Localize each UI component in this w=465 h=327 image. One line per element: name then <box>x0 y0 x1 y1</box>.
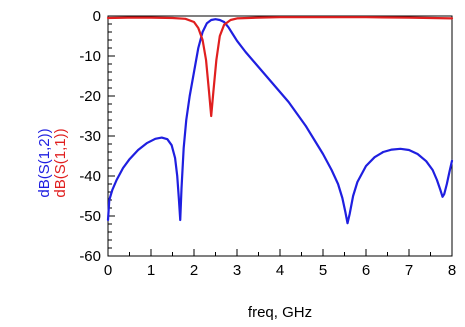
y-tick-label: -60 <box>79 248 101 265</box>
y-tick-label: -30 <box>79 128 101 145</box>
tick-labels: 0 1 2 3 4 5 6 7 8 -60 -50 -40 -30 -20 -10 0 <box>79 8 456 279</box>
x-axis-label: freq, GHz <box>248 304 312 321</box>
plot-area <box>107 15 453 257</box>
series-line-2 <box>106 16 454 118</box>
y-tick-label: -40 <box>79 168 101 185</box>
x-tick-label: 8 <box>448 262 456 279</box>
x-tick-label: 4 <box>276 262 284 279</box>
x-tick-label: 1 <box>147 262 155 279</box>
y-tick-label: -50 <box>79 208 101 225</box>
y-tick-label: -20 <box>79 88 101 105</box>
x-tick-label: 3 <box>233 262 241 279</box>
y-tick-label: 0 <box>93 8 101 25</box>
axis-ticks <box>107 15 453 257</box>
y-tick-label: -10 <box>79 48 101 65</box>
x-tick-label: 7 <box>405 262 413 279</box>
series-group <box>106 16 454 225</box>
y-axis-label-part-2: dB(S(1,1)) <box>52 128 69 197</box>
x-tick-label: 0 <box>104 262 112 279</box>
series-line-1 <box>106 18 454 225</box>
plot-frame <box>107 15 453 257</box>
x-tick-label: 6 <box>362 262 370 279</box>
x-tick-label: 2 <box>190 262 198 279</box>
y-axis-label-part-1: dB(S(1,2)) <box>36 128 53 197</box>
x-tick-label: 5 <box>319 262 327 279</box>
y-axis-label: dB(S(1,2))dB(S(1,1)) <box>36 128 69 197</box>
